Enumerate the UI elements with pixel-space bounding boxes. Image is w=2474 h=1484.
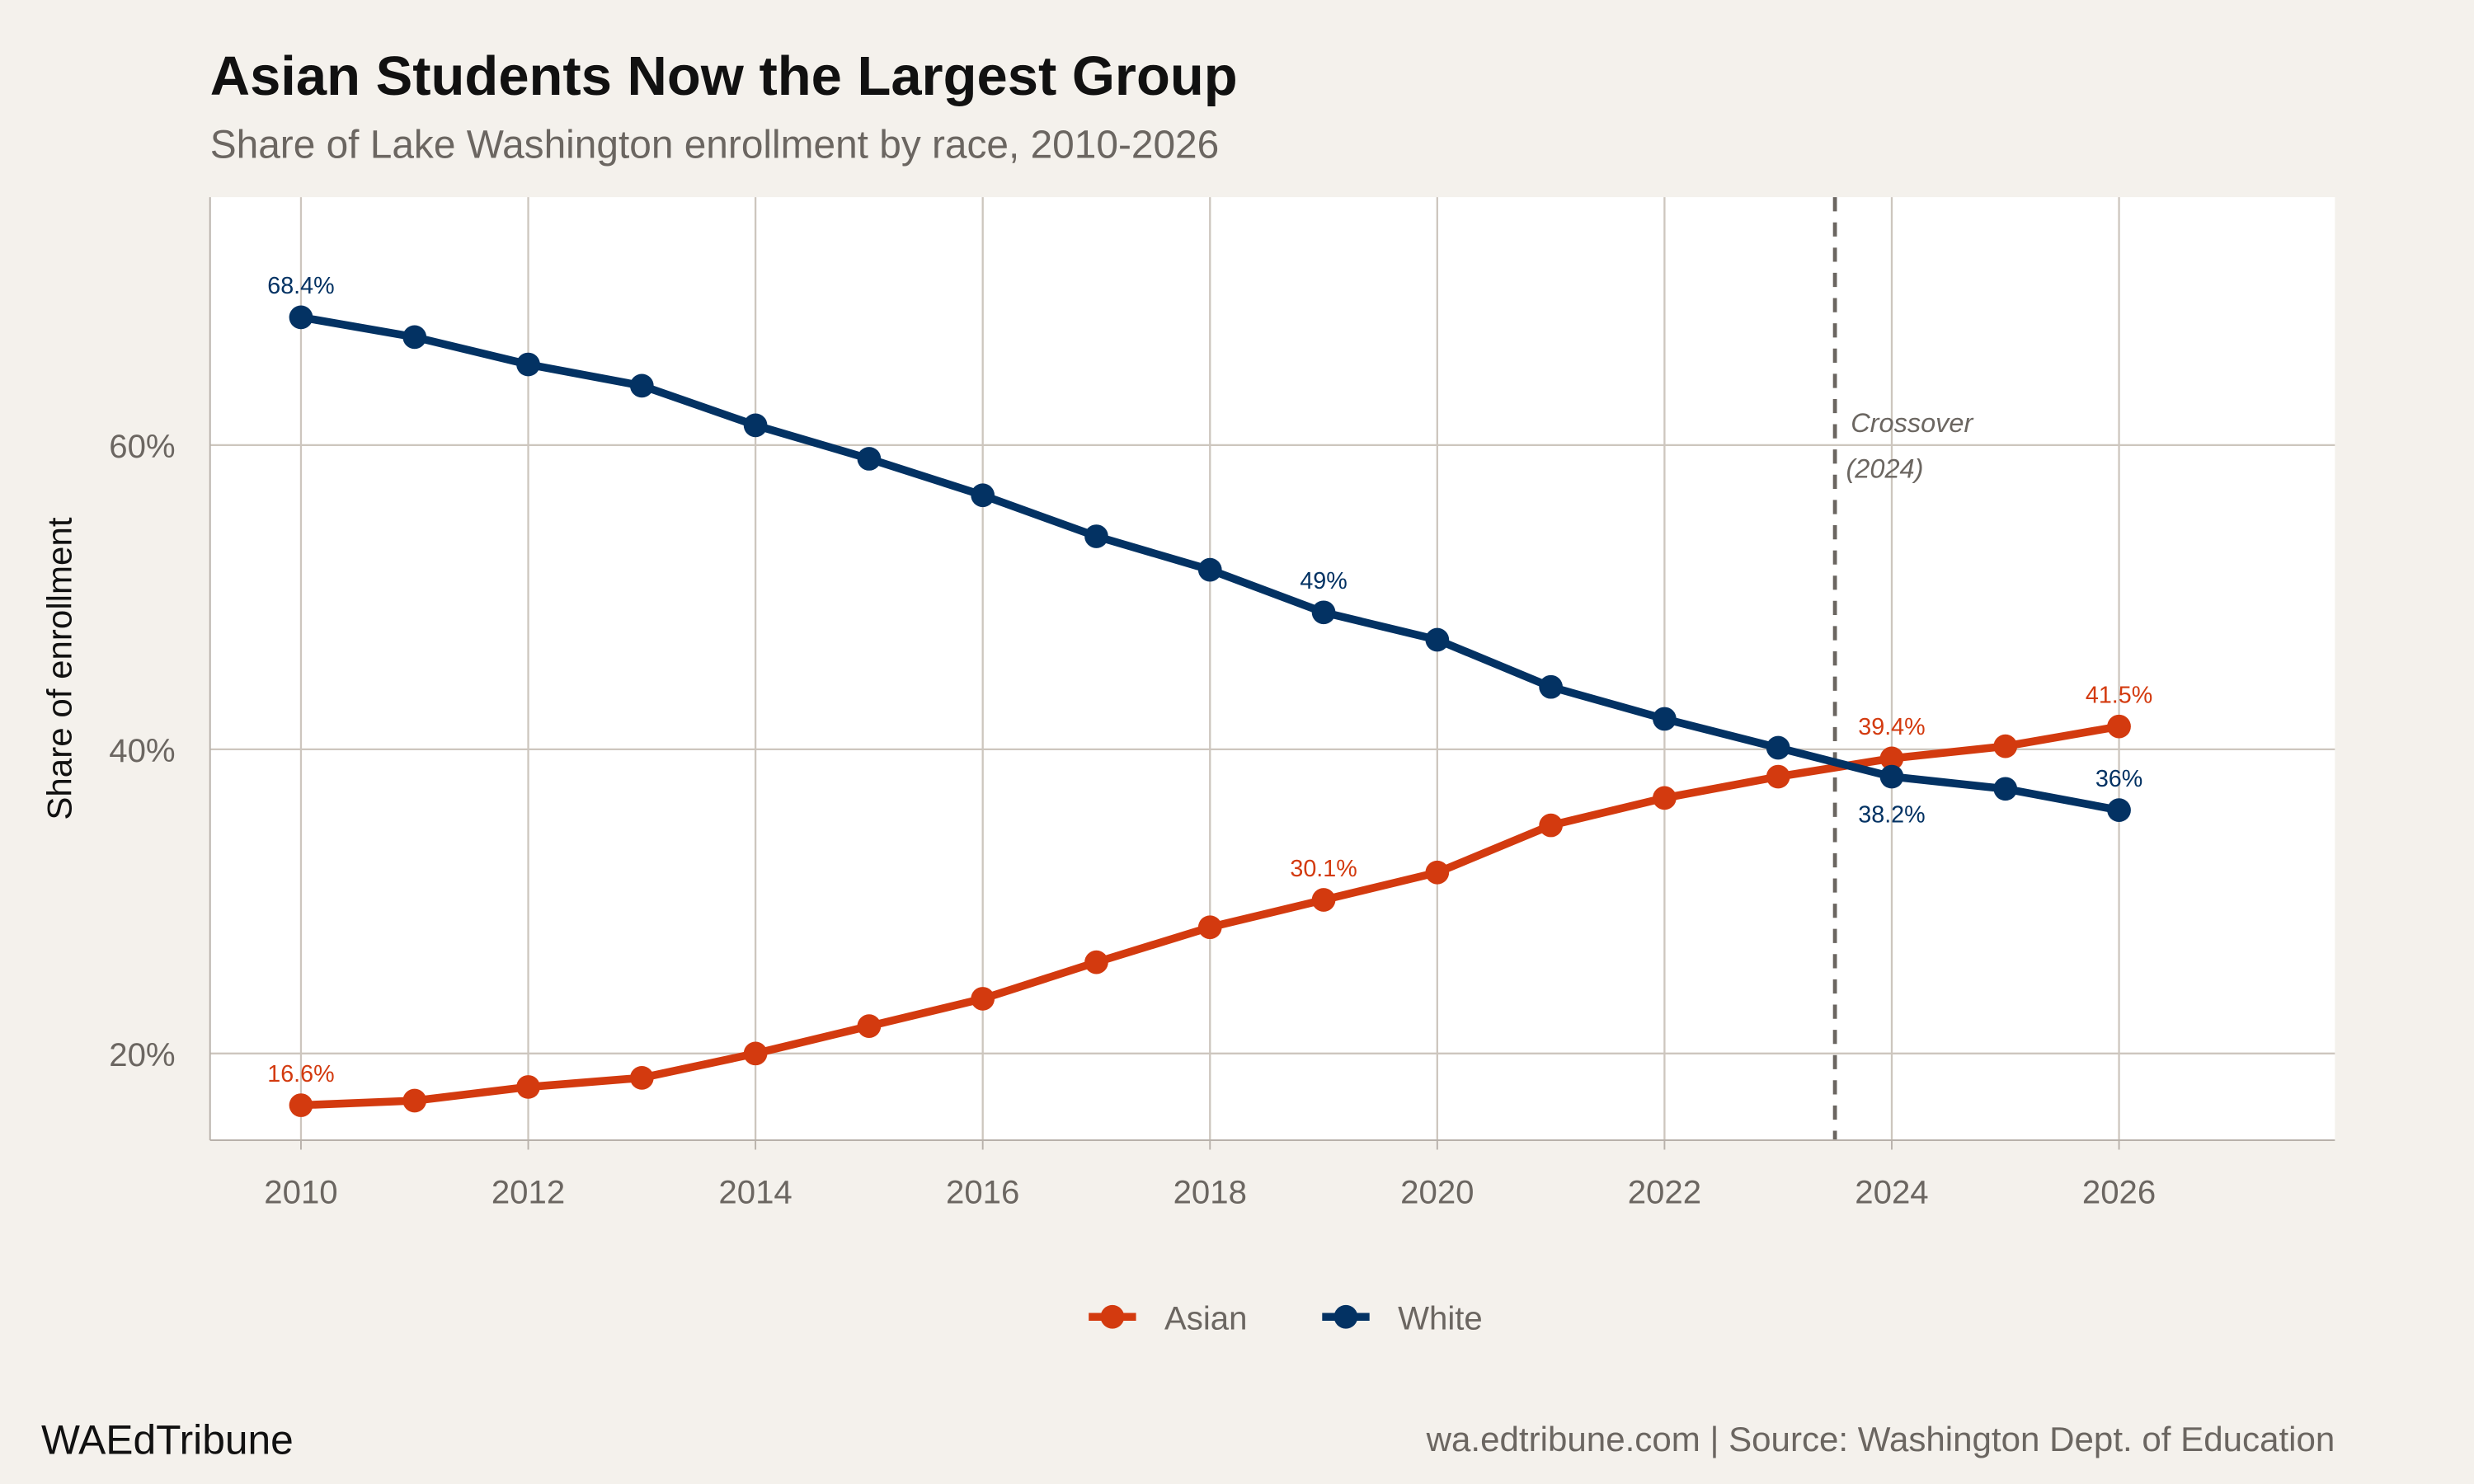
asian-point: [1425, 860, 1450, 885]
x-tick-label: 2016: [946, 1174, 1019, 1211]
asian-point: [1311, 888, 1336, 912]
y-tick-label: 60%: [109, 428, 175, 465]
asian-point: [2107, 714, 2131, 739]
white-point: [1311, 600, 1336, 625]
white-data-label: 36%: [2095, 766, 2142, 792]
chart-title: Asian Students Now the Largest Group: [210, 45, 1238, 107]
white-data-label: 38.2%: [1858, 802, 1925, 829]
white-data-label: 68.4%: [267, 273, 334, 299]
asian-point: [1653, 786, 1677, 810]
x-tick-label: 2024: [1855, 1174, 1928, 1211]
white-point: [1766, 735, 1790, 760]
asian-point: [1539, 813, 1563, 838]
white-point: [1425, 627, 1450, 652]
asian-point: [289, 1093, 313, 1117]
footer-source: wa.edtribune.com | Source: Washington De…: [1426, 1420, 2335, 1458]
footer-brand: WAEdTribune: [41, 1417, 294, 1463]
legend-label-white: White: [1398, 1300, 1483, 1337]
x-tick-label: 2012: [492, 1174, 565, 1211]
white-point: [971, 483, 995, 508]
asian-point: [402, 1088, 427, 1113]
white-point: [1539, 674, 1563, 699]
x-tick-label: 2014: [718, 1174, 792, 1211]
plot-panel: [209, 197, 2335, 1140]
white-point: [1197, 557, 1222, 582]
white-point: [289, 305, 313, 330]
y-tick-label: 20%: [109, 1036, 175, 1073]
legend-label-asian: Asian: [1164, 1300, 1247, 1337]
asian-point: [516, 1075, 540, 1099]
asian-point: [1766, 764, 1790, 789]
crossover-label-year: (2024): [1846, 454, 1923, 484]
asian-point: [1993, 734, 2018, 758]
y-axis-label: Share of enrollment: [40, 517, 78, 820]
x-tick-label: 2022: [1628, 1174, 1701, 1211]
white-point: [629, 373, 654, 398]
y-tick-label: 40%: [109, 732, 175, 769]
asian-point: [1084, 950, 1108, 974]
asian-data-label: 39.4%: [1858, 714, 1925, 740]
legend-marker-asian: [1100, 1304, 1125, 1329]
crossover-label: Crossover: [1851, 408, 1973, 438]
white-point: [743, 413, 768, 438]
x-tick-label: 2018: [1174, 1174, 1247, 1211]
asian-point: [1197, 915, 1222, 940]
asian-point: [743, 1041, 768, 1066]
asian-point: [971, 987, 995, 1011]
x-tick-label: 2020: [1400, 1174, 1474, 1211]
asian-point: [629, 1066, 654, 1090]
asian-point: [857, 1014, 882, 1038]
legend-marker-white: [1333, 1304, 1358, 1329]
x-tick-label: 2026: [2082, 1174, 2156, 1211]
white-data-label: 49%: [1300, 568, 1347, 594]
white-point: [1084, 524, 1108, 548]
white-point: [1879, 764, 1904, 789]
white-point: [1993, 777, 2018, 801]
x-tick-label: 2010: [264, 1174, 337, 1211]
asian-data-label: 30.1%: [1290, 856, 1357, 882]
white-point: [2107, 798, 2131, 822]
asian-data-label: 41.5%: [2086, 682, 2152, 708]
white-point: [857, 447, 882, 471]
white-point: [1653, 707, 1677, 731]
chart-subtitle: Share of Lake Washington enrollment by r…: [210, 123, 1220, 167]
white-point: [402, 325, 427, 350]
white-point: [516, 352, 540, 377]
asian-data-label: 16.6%: [267, 1061, 334, 1087]
asian-point: [1879, 746, 1904, 771]
